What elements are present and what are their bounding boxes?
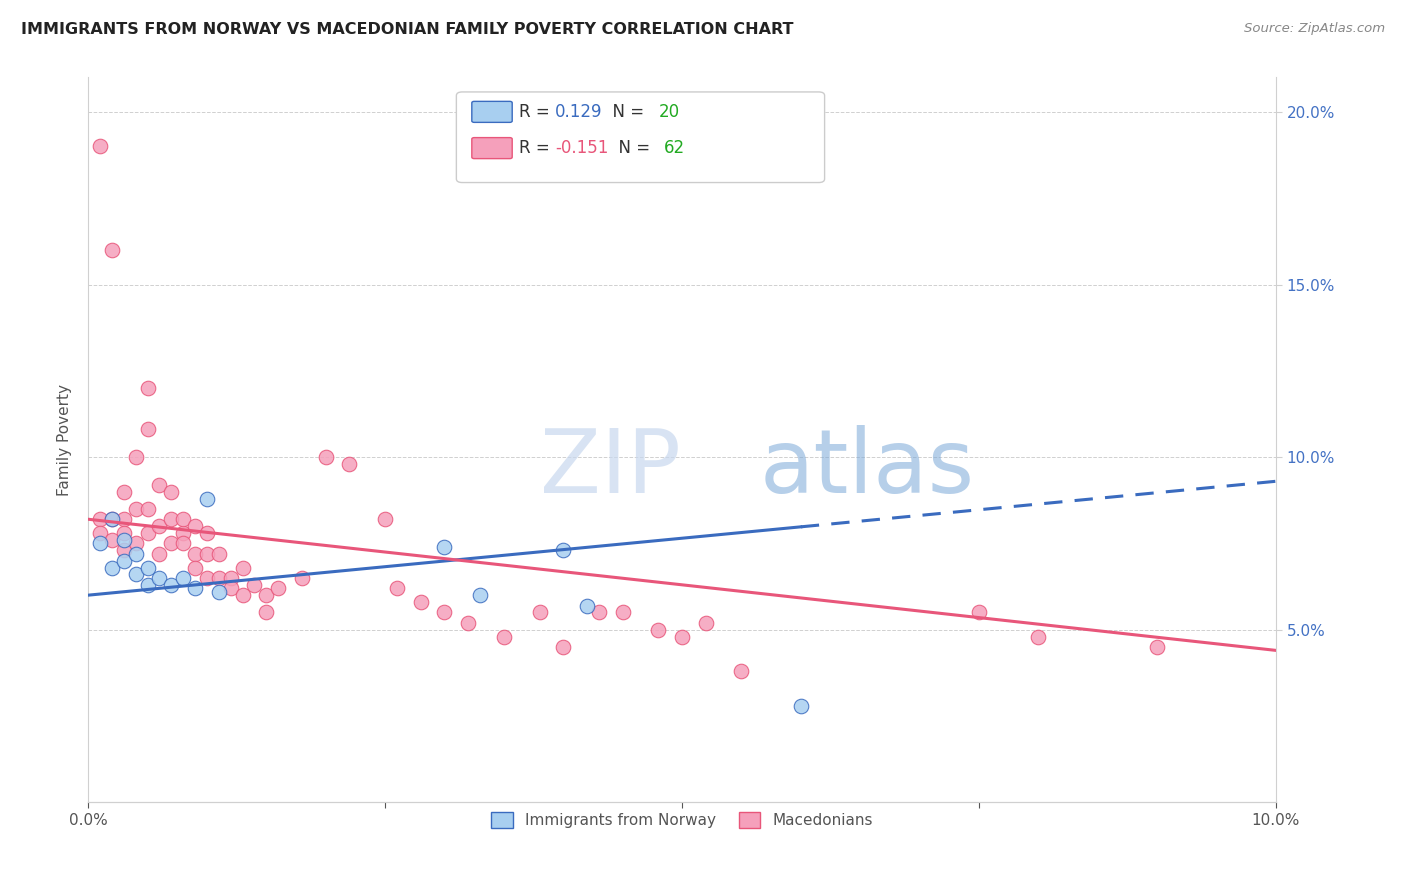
Point [136,578,159,592]
Point [553,543,575,558]
Point [124,536,146,550]
Point [267,581,290,595]
Point [184,560,207,574]
Point [647,623,669,637]
Point [112,512,135,526]
Text: R =: R = [519,103,555,120]
Point [172,536,194,550]
Point [136,381,159,395]
Point [124,547,146,561]
Point [492,630,515,644]
Point [433,540,456,554]
FancyBboxPatch shape [457,92,824,183]
Point [172,571,194,585]
Point [101,512,124,526]
Point [232,588,254,602]
Point [148,477,170,491]
Text: N =: N = [603,103,650,120]
Point [124,567,146,582]
Point [148,547,170,561]
Point [136,560,159,574]
Point [243,578,266,592]
Point [124,450,146,464]
Point [468,588,491,602]
Point [433,606,456,620]
Text: 0.129: 0.129 [555,103,602,120]
Point [101,512,124,526]
Point [553,640,575,654]
Point [89,512,111,526]
Point [148,519,170,533]
Point [254,606,277,620]
Point [101,560,124,574]
Text: R =: R = [519,139,555,157]
Point [160,512,183,526]
Point [160,536,183,550]
Point [160,578,183,592]
Point [160,484,183,499]
Point [529,606,551,620]
Point [184,581,207,595]
FancyBboxPatch shape [472,137,512,159]
Point [195,547,218,561]
Point [89,139,111,153]
Point [184,547,207,561]
Point [112,526,135,541]
Point [588,606,610,620]
Point [254,588,277,602]
Point [124,501,146,516]
Point [967,606,990,620]
Point [374,512,396,526]
Text: IMMIGRANTS FROM NORWAY VS MACEDONIAN FAMILY POVERTY CORRELATION CHART: IMMIGRANTS FROM NORWAY VS MACEDONIAN FAM… [21,22,793,37]
Point [1146,640,1168,654]
FancyBboxPatch shape [472,102,512,122]
Point [612,606,634,620]
Point [219,581,242,595]
Point [148,571,170,585]
Text: ZIP: ZIP [540,425,681,512]
Point [315,450,337,464]
Point [112,484,135,499]
Point [339,457,361,471]
Point [409,595,432,609]
Point [208,584,231,599]
Point [1028,630,1050,644]
Text: Source: ZipAtlas.com: Source: ZipAtlas.com [1244,22,1385,36]
Point [208,571,231,585]
Point [112,554,135,568]
Point [172,512,194,526]
Text: 20: 20 [658,103,679,120]
Point [695,615,717,630]
Point [195,571,218,585]
Point [790,698,813,713]
Point [136,526,159,541]
Point [291,571,314,585]
Text: 62: 62 [664,139,685,157]
Point [101,533,124,547]
Text: -0.151: -0.151 [555,139,609,157]
Point [671,630,693,644]
Point [89,526,111,541]
Point [136,422,159,436]
Point [195,526,218,541]
Point [219,571,242,585]
Point [172,526,194,541]
Y-axis label: Family Poverty: Family Poverty [58,384,72,496]
Point [730,664,752,678]
Point [576,599,599,613]
Text: atlas: atlas [759,425,974,512]
Point [385,581,408,595]
Point [457,615,479,630]
Point [184,519,207,533]
Point [101,243,124,257]
Point [232,560,254,574]
Point [112,543,135,558]
Point [89,536,111,550]
Point [195,491,218,506]
Point [112,533,135,547]
Legend: Immigrants from Norway, Macedonians: Immigrants from Norway, Macedonians [485,806,879,835]
Text: N =: N = [609,139,655,157]
Point [136,501,159,516]
Point [208,547,231,561]
